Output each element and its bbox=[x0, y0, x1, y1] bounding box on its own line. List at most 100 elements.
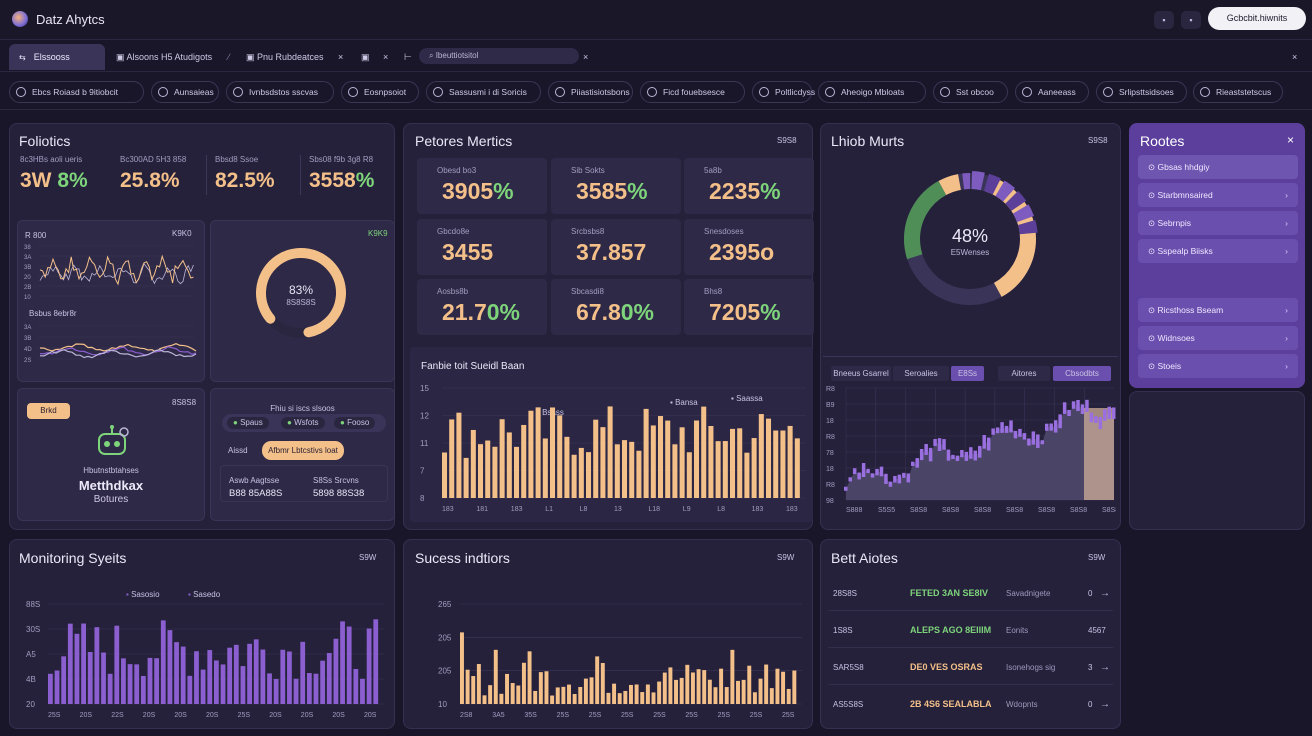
tab-4-icon[interactable]: ▣ bbox=[361, 52, 370, 62]
legend-swatch-icon: ▪ bbox=[670, 398, 676, 407]
filter-chip-6[interactable]: Piiastisiotsbons bbox=[548, 81, 633, 103]
bar bbox=[786, 688, 791, 704]
routes-close-icon[interactable]: × bbox=[1287, 133, 1295, 147]
pill-option-2[interactable]: ● Wsfots bbox=[281, 417, 325, 429]
bar bbox=[792, 670, 797, 704]
chart-tab-3[interactable]: E8Ss bbox=[951, 366, 984, 381]
x-tick-label: 20S bbox=[143, 712, 156, 719]
y-tick-label: 7 bbox=[420, 467, 425, 476]
notification-icon[interactable]: ▪ bbox=[1154, 11, 1174, 29]
chip-icon bbox=[1022, 87, 1032, 97]
filter-chip-10[interactable]: Sst obcoo bbox=[933, 81, 1008, 103]
bar bbox=[200, 669, 206, 704]
filter-chip-9[interactable]: Aheoigo Mbloats bbox=[818, 81, 926, 103]
x-tick-label: S888 bbox=[846, 507, 862, 514]
bar bbox=[127, 664, 133, 704]
tab-4[interactable]: ⌕ Ibeuttiotsitol bbox=[419, 48, 579, 64]
candle bbox=[982, 435, 986, 449]
filter-chip-11[interactable]: Aaneeass bbox=[1015, 81, 1089, 103]
donut-segment bbox=[1013, 204, 1034, 223]
bar bbox=[629, 684, 633, 704]
route-item-6[interactable]: ⊙ Widnsoes › bbox=[1138, 326, 1298, 350]
title-bar bbox=[0, 0, 1312, 40]
account-button[interactable]: Gcbcbit.hiwnits bbox=[1208, 7, 1306, 30]
metric-suffix: % bbox=[760, 178, 781, 204]
tick-label: 2S bbox=[24, 358, 31, 364]
pill-label: Fooso bbox=[347, 418, 370, 427]
arrow-right-icon[interactable]: → bbox=[1100, 588, 1110, 599]
candle bbox=[1067, 409, 1071, 417]
bar bbox=[578, 687, 583, 704]
tab-active[interactable]: ⇆ Elssooss bbox=[9, 44, 105, 70]
chart-tab-2[interactable]: Seroalies bbox=[893, 366, 949, 381]
bar bbox=[528, 410, 534, 498]
x-tick-label: 181 bbox=[476, 506, 488, 513]
bar bbox=[586, 452, 592, 498]
x-tick-label: 25S bbox=[238, 712, 251, 719]
chip-label: Ebcs Roiasd b 9itiobcit bbox=[32, 87, 118, 97]
route-item-2[interactable]: ⊙ Starbmnsaired › bbox=[1138, 183, 1298, 207]
window-close-icon[interactable]: × bbox=[1292, 52, 1298, 62]
route-item-3[interactable]: ⊙ Sebrnpis › bbox=[1138, 211, 1298, 235]
x-tick-label: 20S bbox=[174, 712, 187, 719]
arrow-right-icon[interactable]: → bbox=[1100, 699, 1110, 710]
y-tick-label: 12 bbox=[420, 412, 429, 421]
x-tick-label: 20S bbox=[332, 712, 345, 719]
metric-value: 7205% bbox=[709, 299, 781, 326]
filter-chip-4[interactable]: Eosnpsoiot bbox=[341, 81, 419, 103]
tab-close-icon[interactable]: × bbox=[338, 52, 344, 62]
filter-chip-1[interactable]: Ebcs Roiasd b 9itiobcit bbox=[9, 81, 144, 103]
arrow-right-icon[interactable]: → bbox=[1100, 662, 1110, 673]
bar bbox=[463, 457, 469, 498]
mini-chart-a-corner: K9K0 bbox=[172, 229, 192, 238]
route-item-1[interactable]: ⊙ Gbsas hhdgiy bbox=[1138, 155, 1298, 179]
filter-chip-7[interactable]: Ficd fouebsesce bbox=[640, 81, 745, 103]
select-highlight[interactable]: Afbmr Lbtcstivs loat bbox=[262, 441, 344, 460]
route-item-7[interactable]: ⊙ Stoeis › bbox=[1138, 354, 1298, 378]
candle bbox=[1103, 409, 1107, 421]
filter-chip-2[interactable]: Aunsaieas bbox=[151, 81, 219, 103]
bar bbox=[629, 441, 635, 498]
candle bbox=[937, 438, 942, 451]
filter-chip-12[interactable]: Srlipsttsidsoes bbox=[1096, 81, 1187, 103]
candle bbox=[857, 472, 861, 480]
y-tick-label: 205 bbox=[438, 667, 452, 676]
candle bbox=[946, 449, 951, 461]
tick-label: 3B bbox=[24, 336, 31, 342]
route-item-icon: ⊙ bbox=[1148, 333, 1158, 343]
model-badge[interactable]: Brkd bbox=[27, 403, 70, 419]
pill-option-3[interactable]: ● Fooso bbox=[334, 417, 376, 429]
tab-close-icon[interactable]: × bbox=[583, 52, 589, 62]
legend-label: Saassa bbox=[736, 394, 763, 403]
tab-pin-icon[interactable]: ⊢ bbox=[404, 52, 412, 62]
metric-number: 3905 bbox=[442, 178, 494, 204]
tab-3[interactable]: ▣ Pnu Rubdeatces bbox=[246, 44, 324, 70]
route-item-label: Stoeis bbox=[1157, 361, 1182, 371]
bar bbox=[240, 666, 246, 704]
pill-option-1[interactable]: ● Spaus bbox=[227, 417, 269, 429]
pill-dot-icon: ● bbox=[287, 418, 295, 427]
filter-chip-8[interactable]: Poltlicdyss bbox=[752, 81, 815, 103]
filter-chip-3[interactable]: Ivnbsdstos sscvas bbox=[226, 81, 334, 103]
divider bbox=[823, 356, 1118, 357]
bar bbox=[766, 418, 772, 498]
chart-tab-1[interactable]: Bneeus Gsarrel bbox=[831, 366, 891, 381]
route-item-4[interactable]: ⊙ Sspealp Biisks › bbox=[1138, 239, 1298, 263]
bar bbox=[326, 653, 332, 704]
filter-chip-5[interactable]: Sassusmi i di Soricis bbox=[426, 81, 541, 103]
bar bbox=[300, 641, 306, 704]
tab-close-icon[interactable]: × bbox=[383, 52, 389, 62]
chart-tab-5[interactable]: Cbsodbts bbox=[1053, 366, 1111, 381]
filter-chip-13[interactable]: Rieaststetscus bbox=[1193, 81, 1283, 103]
candle bbox=[978, 445, 982, 458]
chart-tab-4[interactable]: Aitores bbox=[998, 366, 1050, 381]
bar bbox=[81, 623, 86, 704]
series-line bbox=[39, 343, 197, 353]
tab-2[interactable]: ▣ Alsoons H5 Atudigots bbox=[116, 44, 212, 70]
candle bbox=[844, 486, 848, 491]
bar bbox=[442, 452, 448, 498]
bar bbox=[701, 406, 707, 498]
route-item-5[interactable]: ⊙ Ricsthoss Bseam › bbox=[1138, 298, 1298, 322]
y-tick-label: A5 bbox=[26, 650, 36, 659]
settings-icon[interactable]: ▪ bbox=[1181, 11, 1201, 29]
